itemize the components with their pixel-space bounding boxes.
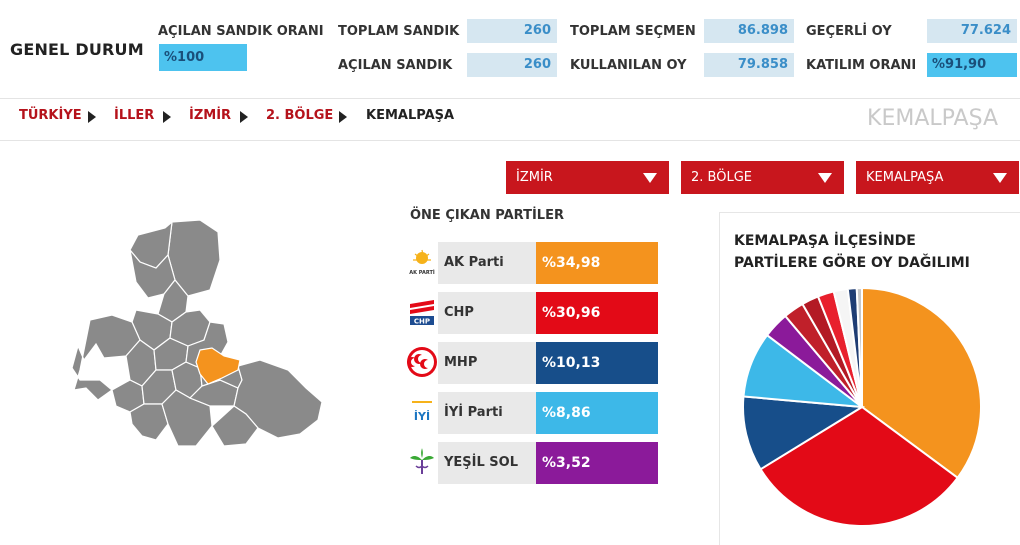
ak-parti-logo-icon: AK PARTİ <box>406 246 438 278</box>
district-group-dropdown[interactable]: 2. BÖLGE <box>681 161 844 194</box>
genel-durum-title: GENEL DURUM <box>10 40 144 59</box>
map-district[interactable] <box>129 403 169 441</box>
party-name: CHP <box>438 292 536 334</box>
iyi-parti-logo-text: İYİ <box>414 409 430 423</box>
party-row[interactable]: İYİ İYİ Parti %8,86 <box>406 392 658 434</box>
acilan-sandik-value: 260 <box>467 53 557 77</box>
mhp-logo-icon <box>407 347 437 377</box>
chevron-down-icon <box>643 173 657 183</box>
city-dropdown[interactable]: İZMİR <box>506 161 669 194</box>
pie-slice-ak-parti[interactable] <box>861 286 982 480</box>
katilim-orani-label: KATILIM ORANI <box>806 58 917 73</box>
city-dropdown-value: İZMİR <box>516 170 553 185</box>
acilan-sandik-orani-value: %100 <box>159 44 247 71</box>
pie-slice[interactable] <box>855 286 863 408</box>
district-group-dropdown-value: 2. BÖLGE <box>691 170 752 185</box>
map-district-selected-kemalpasa[interactable] <box>195 347 241 385</box>
party-name: AK Parti <box>438 242 536 284</box>
kullanilan-oy-label: KULLANILAN OY <box>570 58 687 73</box>
ak-parti-logo-text: AK PARTİ <box>409 269 435 276</box>
breadcrumb-turkiye[interactable]: TÜRKİYE <box>19 108 82 123</box>
chevron-down-icon <box>993 173 1007 183</box>
party-row[interactable]: YEŞİL SOL %3,52 <box>406 442 658 484</box>
map-district[interactable] <box>211 405 259 447</box>
header-divider <box>0 98 1020 99</box>
district-dropdown-value: KEMALPAŞA <box>866 170 944 185</box>
vote-distribution-pie-chart <box>742 286 982 527</box>
pie-slice-mhp[interactable] <box>742 395 866 471</box>
breadcrumb-kemalpasa: KEMALPAŞA <box>366 108 455 123</box>
party-row[interactable]: AK PARTİ AK Parti %34,98 <box>406 242 658 284</box>
acilan-sandik-orani-label: AÇILAN SANDIK ORANI <box>158 24 324 39</box>
chevron-down-icon <box>818 173 832 183</box>
toplam-secmen-label: TOPLAM SEÇMEN <box>570 24 696 39</box>
breadcrumb-arrow-icon <box>339 111 347 123</box>
izmir-district-map[interactable] <box>60 210 330 460</box>
region-title: KEMALPAŞA <box>867 106 998 131</box>
map-district[interactable] <box>71 314 141 401</box>
iyi-parti-logo-icon: İYİ <box>406 396 438 428</box>
pie-chart-card: KEMALPAŞA İLÇESİNDE PARTİLERE GÖRE OY DA… <box>719 212 1020 545</box>
acilan-sandik-label: AÇILAN SANDIK <box>338 58 453 73</box>
gecerli-oy-label: GEÇERLİ OY <box>806 24 892 39</box>
party-percentage: %10,13 <box>536 342 658 384</box>
party-row[interactable]: MHP %10,13 <box>406 342 658 384</box>
party-percentage: %30,96 <box>536 292 658 334</box>
yesil-sol-logo-icon <box>406 446 438 478</box>
map-district[interactable] <box>233 359 323 439</box>
breadcrumb-arrow-icon <box>163 111 171 123</box>
chp-logo-icon: CHP <box>408 298 436 326</box>
breadcrumb-divider <box>0 140 1020 141</box>
district-dropdown[interactable]: KEMALPAŞA <box>856 161 1019 194</box>
chp-logo-text: CHP <box>414 318 430 326</box>
toplam-sandik-label: TOPLAM SANDIK <box>338 24 460 39</box>
toplam-sandik-value: 260 <box>467 19 557 43</box>
party-name: MHP <box>438 342 536 384</box>
katilim-orani-value: %91,90 <box>927 53 1017 77</box>
pie-chart-title: KEMALPAŞA İLÇESİNDE PARTİLERE GÖRE OY DA… <box>734 233 970 271</box>
breadcrumb-arrow-icon <box>88 111 96 123</box>
parties-section-title: ÖNE ÇIKAN PARTİLER <box>410 208 564 223</box>
breadcrumb-iller[interactable]: İLLER <box>114 108 155 123</box>
breadcrumb-izmir[interactable]: İZMİR <box>189 108 232 123</box>
toplam-secmen-value: 86.898 <box>704 19 794 43</box>
party-percentage: %34,98 <box>536 242 658 284</box>
gecerli-oy-value: 77.624 <box>927 19 1017 43</box>
party-percentage: %8,86 <box>536 392 658 434</box>
breadcrumb-arrow-icon <box>240 111 248 123</box>
kullanilan-oy-value: 79.858 <box>704 53 794 77</box>
party-row[interactable]: CHP CHP %30,96 <box>406 292 658 334</box>
pie-slice-chp[interactable] <box>759 405 960 527</box>
party-name: İYİ Parti <box>438 392 536 434</box>
breadcrumb-bolge[interactable]: 2. BÖLGE <box>266 108 334 123</box>
party-percentage: %3,52 <box>536 442 658 484</box>
party-name: YEŞİL SOL <box>438 442 536 484</box>
